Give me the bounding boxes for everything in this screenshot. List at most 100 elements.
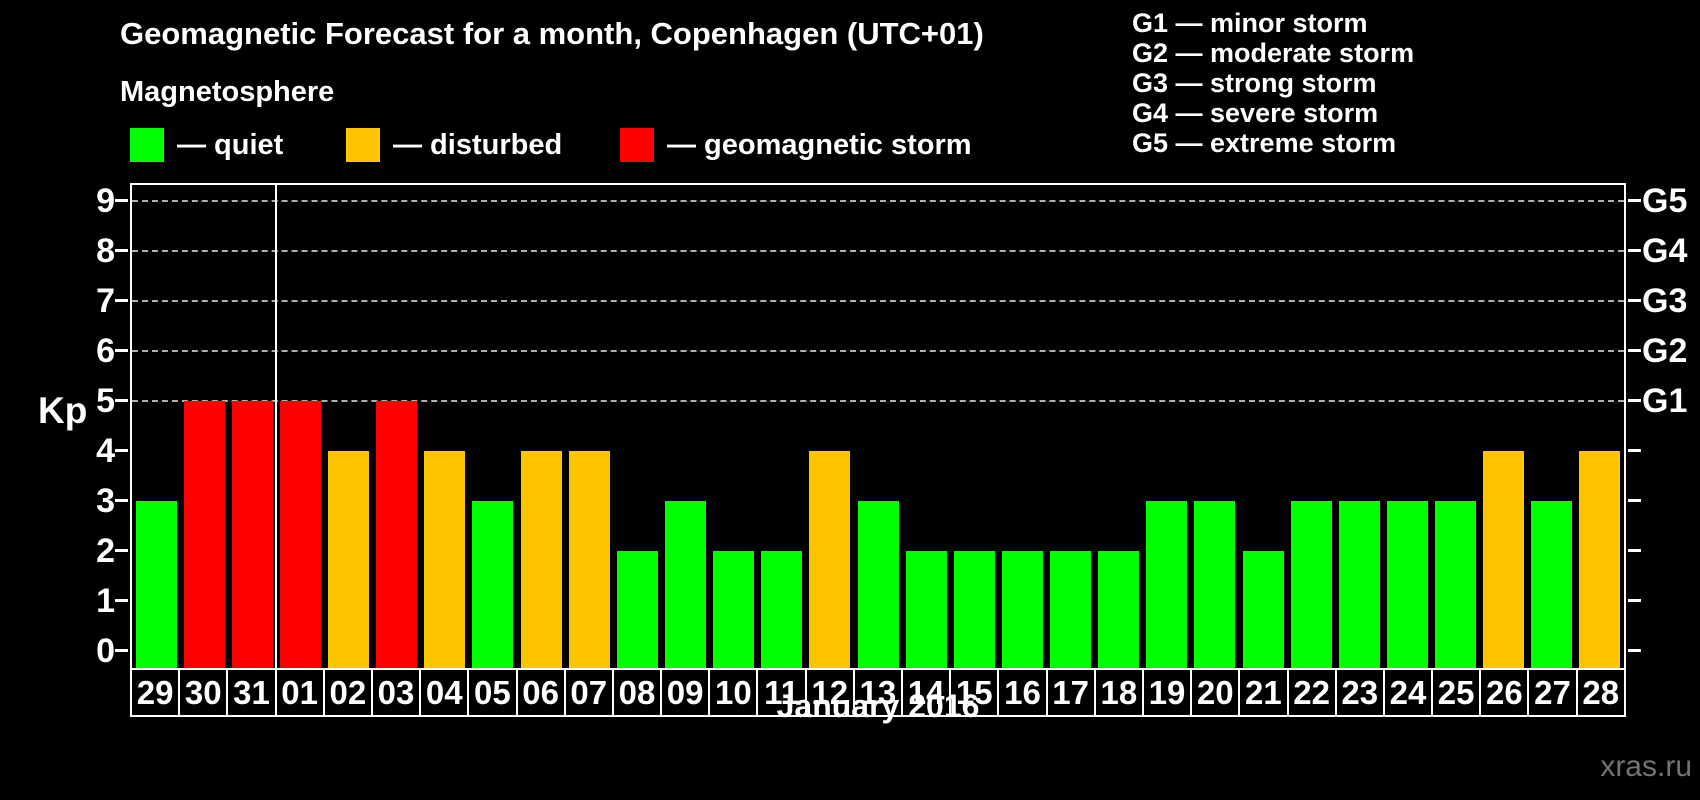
y-tick-right-1 <box>1628 599 1641 602</box>
right-axis-label-g2: G2 <box>1642 332 1688 370</box>
x-axis-title: January 2016 <box>776 688 980 724</box>
storm-color-swatch <box>620 128 654 162</box>
legend-item-quiet: — quiet <box>130 128 283 162</box>
chart-title: Geomagnetic Forecast for a month, Copenh… <box>120 16 984 51</box>
kp-bar-day-17 <box>1050 551 1092 668</box>
y-tick-left-0 <box>115 649 128 652</box>
kp-bar-day-01 <box>279 401 321 668</box>
date-cell-27: 27 <box>1529 670 1578 715</box>
kp-bar-day-07 <box>568 451 610 668</box>
right-axis-label-g4: G4 <box>1642 232 1688 270</box>
right-axis-label-g3: G3 <box>1642 282 1688 320</box>
date-cell-19: 19 <box>1143 670 1193 715</box>
y-tick-label-6: 6 <box>96 332 115 370</box>
legend-item-disturbed: — disturbed <box>346 128 562 162</box>
y-tick-label-4: 4 <box>96 432 115 470</box>
y-tick-right-9 <box>1628 199 1641 202</box>
date-cell-29: 29 <box>132 670 181 715</box>
kp-bar-day-12 <box>809 451 851 668</box>
plot-area: 0 1 2 3 4 5 6 7 8 9 G5 G4 G3 G2 G1 <box>96 183 1687 670</box>
kp-bar-day-21 <box>1242 551 1284 668</box>
y-axis-title: Kp <box>38 390 88 431</box>
y-tick-right-0 <box>1628 649 1641 652</box>
g1-legend-line: G1 — minor storm <box>1132 8 1368 38</box>
y-tick-left-1 <box>115 599 128 602</box>
y-tick-label-2: 2 <box>96 532 115 570</box>
y-tick-right-5 <box>1628 399 1641 402</box>
date-cell-28: 28 <box>1577 670 1624 715</box>
y-tick-label-8: 8 <box>96 232 115 270</box>
y-tick-left-7 <box>115 299 128 302</box>
y-tick-right-3 <box>1628 499 1641 502</box>
kp-bar-day-02 <box>328 451 370 668</box>
date-cell-21: 21 <box>1240 670 1289 715</box>
y-tick-right-4 <box>1628 449 1641 452</box>
y-tick-left-4 <box>115 449 128 452</box>
date-cell-07: 07 <box>565 670 614 715</box>
kp-bar-day-23 <box>1338 501 1380 668</box>
gridline-kp7 <box>132 300 1624 302</box>
kp-bar-day-29 <box>135 501 177 668</box>
date-cell-20: 20 <box>1192 670 1241 715</box>
date-cell-01: 01 <box>276 670 325 715</box>
kp-bar-day-10 <box>713 551 755 668</box>
kp-bar-day-19 <box>1146 501 1188 668</box>
g2-legend-line: G2 — moderate storm <box>1132 38 1415 68</box>
date-cell-16: 16 <box>999 670 1048 715</box>
kp-bar-day-30 <box>183 401 225 668</box>
date-cell-10: 10 <box>710 670 759 715</box>
right-axis-label-g1: G1 <box>1642 382 1688 420</box>
gridline-kp8 <box>132 250 1624 252</box>
kp-bar-day-09 <box>664 501 706 668</box>
kp-bar-day-22 <box>1290 501 1332 668</box>
g3-legend-line: G3 — strong storm <box>1132 68 1377 98</box>
date-cell-25: 25 <box>1433 670 1482 715</box>
y-tick-label-3: 3 <box>96 482 115 520</box>
y-tick-left-9 <box>115 199 128 202</box>
gridline-kp6 <box>132 350 1624 352</box>
chart-subtitle: Magnetosphere <box>120 76 335 108</box>
date-cell-04: 04 <box>421 670 470 715</box>
legend-label-quiet: — quiet <box>177 128 284 161</box>
y-tick-left-8 <box>115 249 128 252</box>
kp-bar-day-28 <box>1579 451 1621 668</box>
y-tick-label-1: 1 <box>96 582 115 620</box>
quiet-color-swatch <box>130 128 164 162</box>
kp-bar-day-03 <box>376 401 418 668</box>
y-tick-label-7: 7 <box>96 282 115 320</box>
kp-bar-day-15 <box>953 551 995 668</box>
kp-bar-day-25 <box>1435 501 1477 668</box>
date-cell-17: 17 <box>1047 670 1096 715</box>
kp-bar-day-08 <box>616 551 658 668</box>
legend-label-disturbed: — disturbed <box>393 128 563 161</box>
g4-legend-line: G4 — severe storm <box>1132 98 1379 128</box>
date-cell-09: 09 <box>662 670 711 715</box>
date-cell-31: 31 <box>228 670 277 715</box>
date-cell-26: 26 <box>1481 670 1530 715</box>
date-cell-22: 22 <box>1288 670 1337 715</box>
date-cell-13: 13 <box>854 670 903 715</box>
date-cell-23: 23 <box>1336 670 1385 715</box>
y-tick-label-9: 9 <box>96 182 115 220</box>
g5-legend-line: G5 — extreme storm <box>1132 128 1397 158</box>
kp-bar-day-11 <box>761 551 803 668</box>
y-tick-right-6 <box>1628 349 1641 352</box>
date-cell-15: 15 <box>951 670 1000 715</box>
y-tick-right-8 <box>1628 249 1641 252</box>
kp-bar-day-31 <box>231 401 273 668</box>
kp-bar-day-05 <box>472 501 514 668</box>
kp-bar-day-06 <box>520 451 562 668</box>
date-cell-14: 14 <box>903 670 952 715</box>
kp-bar-day-27 <box>1531 501 1573 668</box>
g-scale-legend: G1 — minor storm G2 — moderate storm G3 … <box>1132 8 1414 158</box>
kp-bar-day-18 <box>1098 551 1140 668</box>
kp-bar-day-20 <box>1194 501 1236 668</box>
kp-bar-day-04 <box>424 451 466 668</box>
legend-item-storm: — geomagnetic storm <box>620 128 972 162</box>
date-cell-11: 11 <box>758 670 807 715</box>
date-cell-30: 30 <box>180 670 229 715</box>
date-cell-03: 03 <box>372 670 422 715</box>
date-cell-02: 02 <box>324 670 373 715</box>
gridline-kp5 <box>132 400 1624 402</box>
